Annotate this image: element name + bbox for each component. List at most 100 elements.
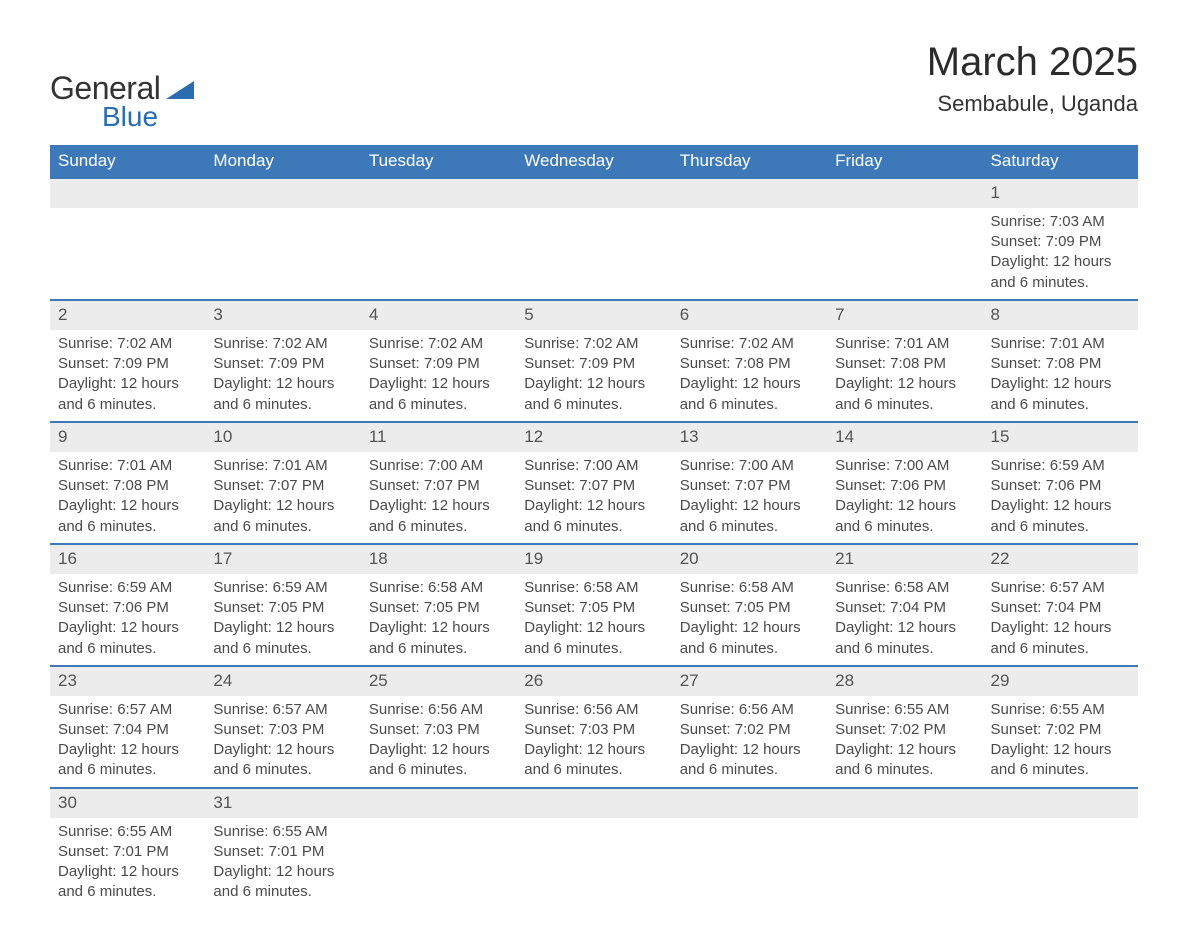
sunset-text: Sunset: 7:05 PM: [213, 598, 352, 618]
day-number-cell: 6: [672, 300, 827, 330]
day-detail-cell: Sunrise: 7:00 AMSunset: 7:07 PMDaylight:…: [516, 452, 671, 544]
empty-cell: [672, 208, 827, 300]
day-number-row: 9101112131415: [50, 422, 1138, 452]
sunset-text: Sunset: 7:08 PM: [58, 476, 197, 496]
day-header: Sunday: [50, 145, 205, 178]
day-detail-cell: Sunrise: 6:57 AMSunset: 7:03 PMDaylight:…: [205, 696, 360, 788]
empty-cell: [983, 818, 1138, 909]
daylight-text: Daylight: 12 hours and 6 minutes.: [58, 740, 197, 781]
day-detail-cell: Sunrise: 7:03 AMSunset: 7:09 PMDaylight:…: [983, 208, 1138, 300]
empty-cell: [827, 818, 982, 909]
sunset-text: Sunset: 7:03 PM: [524, 720, 663, 740]
sunrise-text: Sunrise: 6:57 AM: [58, 700, 197, 720]
day-number-cell: 11: [361, 422, 516, 452]
day-detail-cell: Sunrise: 7:00 AMSunset: 7:06 PMDaylight:…: [827, 452, 982, 544]
day-number-row: 23242526272829: [50, 666, 1138, 696]
sunset-text: Sunset: 7:03 PM: [369, 720, 508, 740]
day-header: Thursday: [672, 145, 827, 178]
day-header: Tuesday: [361, 145, 516, 178]
daylight-text: Daylight: 12 hours and 6 minutes.: [680, 374, 819, 415]
sunrise-text: Sunrise: 7:02 AM: [680, 334, 819, 354]
daylight-text: Daylight: 12 hours and 6 minutes.: [835, 740, 974, 781]
day-detail-cell: Sunrise: 7:02 AMSunset: 7:08 PMDaylight:…: [672, 330, 827, 422]
sunset-text: Sunset: 7:09 PM: [991, 232, 1130, 252]
day-detail-cell: Sunrise: 6:55 AMSunset: 7:02 PMDaylight:…: [983, 696, 1138, 788]
day-header: Monday: [205, 145, 360, 178]
day-number-cell: 4: [361, 300, 516, 330]
daylight-text: Daylight: 12 hours and 6 minutes.: [369, 740, 508, 781]
day-detail-cell: Sunrise: 6:57 AMSunset: 7:04 PMDaylight:…: [983, 574, 1138, 666]
sunset-text: Sunset: 7:05 PM: [524, 598, 663, 618]
day-detail-cell: Sunrise: 7:02 AMSunset: 7:09 PMDaylight:…: [516, 330, 671, 422]
day-detail-row: Sunrise: 6:57 AMSunset: 7:04 PMDaylight:…: [50, 696, 1138, 788]
daylight-text: Daylight: 12 hours and 6 minutes.: [991, 740, 1130, 781]
sunset-text: Sunset: 7:04 PM: [58, 720, 197, 740]
daylight-text: Daylight: 12 hours and 6 minutes.: [213, 740, 352, 781]
day-number-cell: 26: [516, 666, 671, 696]
sunrise-text: Sunrise: 6:56 AM: [680, 700, 819, 720]
day-number-cell: 23: [50, 666, 205, 696]
day-number-cell: 20: [672, 544, 827, 574]
sunrise-text: Sunrise: 6:56 AM: [369, 700, 508, 720]
day-number-cell: 29: [983, 666, 1138, 696]
day-detail-row: Sunrise: 7:02 AM Sunset: 7:09 PM Daylight:…: [50, 330, 1138, 422]
empty-cell: [516, 818, 671, 909]
day-number-cell: 15: [983, 422, 1138, 452]
day-number-cell: 25: [361, 666, 516, 696]
empty-cell: [361, 788, 516, 818]
empty-cell: [983, 788, 1138, 818]
daylight-text: Daylight: 12 hours and 6 minutes.: [58, 374, 197, 415]
sunset-text: Sunset: 7:05 PM: [680, 598, 819, 618]
day-number-cell: 2: [50, 300, 205, 330]
sunset-text: Sunset: 7:03 PM: [213, 720, 352, 740]
day-detail-cell: Sunrise: 6:56 AMSunset: 7:02 PMDaylight:…: [672, 696, 827, 788]
sunset-text: Sunset: 7:09 PM: [369, 354, 508, 374]
daylight-text: Daylight: 12 hours and 6 minutes.: [524, 496, 663, 537]
day-number-cell: 12: [516, 422, 671, 452]
sunset-text: Sunset: 7:09 PM: [524, 354, 663, 374]
sunrise-text: Sunrise: 6:58 AM: [369, 578, 508, 598]
day-number-cell: 1: [983, 178, 1138, 208]
day-number-cell: 9: [50, 422, 205, 452]
day-number-cell: 8: [983, 300, 1138, 330]
day-detail-row: Sunrise: 6:59 AMSunset: 7:06 PMDaylight:…: [50, 574, 1138, 666]
sunrise-text: Sunrise: 7:03 AM: [991, 212, 1130, 232]
daylight-text: Daylight: 12 hours and 6 minutes.: [524, 740, 663, 781]
empty-cell: [205, 208, 360, 300]
day-number-cell: 24: [205, 666, 360, 696]
location-subtitle: Sembabule, Uganda: [927, 91, 1138, 117]
empty-cell: [672, 788, 827, 818]
sunrise-text: Sunrise: 6:55 AM: [213, 822, 352, 842]
sunrise-text: Sunrise: 6:55 AM: [58, 822, 197, 842]
daylight-text: Daylight: 12 hours and 6 minutes.: [369, 496, 508, 537]
daylight-text: Daylight: 12 hours and 6 minutes.: [991, 496, 1130, 537]
sunrise-text: Sunrise: 7:01 AM: [58, 456, 197, 476]
day-header: Friday: [827, 145, 982, 178]
logo: General Blue: [50, 40, 194, 133]
sunrise-text: Sunrise: 6:57 AM: [991, 578, 1130, 598]
title-block: March 2025 Sembabule, Uganda: [927, 40, 1138, 117]
day-number-row: 16171819202122: [50, 544, 1138, 574]
day-detail-row: Sunrise: 7:03 AMSunset: 7:09 PMDaylight:…: [50, 208, 1138, 300]
day-header: Wednesday: [516, 145, 671, 178]
empty-cell: [50, 208, 205, 300]
sunrise-text: Sunrise: 6:55 AM: [991, 700, 1130, 720]
daylight-text: Daylight: 12 hours and 6 minutes.: [835, 618, 974, 659]
empty-cell: [672, 178, 827, 208]
sunrise-text: Sunrise: 6:58 AM: [680, 578, 819, 598]
day-detail-cell: Sunrise: 7:02 AMSunset: 7:09 PMDaylight:…: [205, 330, 360, 422]
day-number-cell: 14: [827, 422, 982, 452]
sunset-text: Sunset: 7:05 PM: [369, 598, 508, 618]
sunset-text: Sunset: 7:02 PM: [680, 720, 819, 740]
daylight-text: Daylight: 12 hours and 6 minutes.: [213, 496, 352, 537]
day-number-cell: 30: [50, 788, 205, 818]
sunrise-text: Sunrise: 7:01 AM: [213, 456, 352, 476]
day-detail-row: Sunrise: 7:01 AMSunset: 7:08 PMDaylight:…: [50, 452, 1138, 544]
sunrise-text: Sunrise: 7:01 AM: [991, 334, 1130, 354]
sunrise-text: Sunrise: 7:02 AM: [58, 334, 197, 354]
sunset-text: Sunset: 7:09 PM: [213, 354, 352, 374]
sunrise-text: Sunrise: 7:00 AM: [835, 456, 974, 476]
day-number-row: 2345678: [50, 300, 1138, 330]
day-header: Saturday: [983, 145, 1138, 178]
day-detail-cell: Sunrise: 6:59 AMSunset: 7:05 PMDaylight:…: [205, 574, 360, 666]
